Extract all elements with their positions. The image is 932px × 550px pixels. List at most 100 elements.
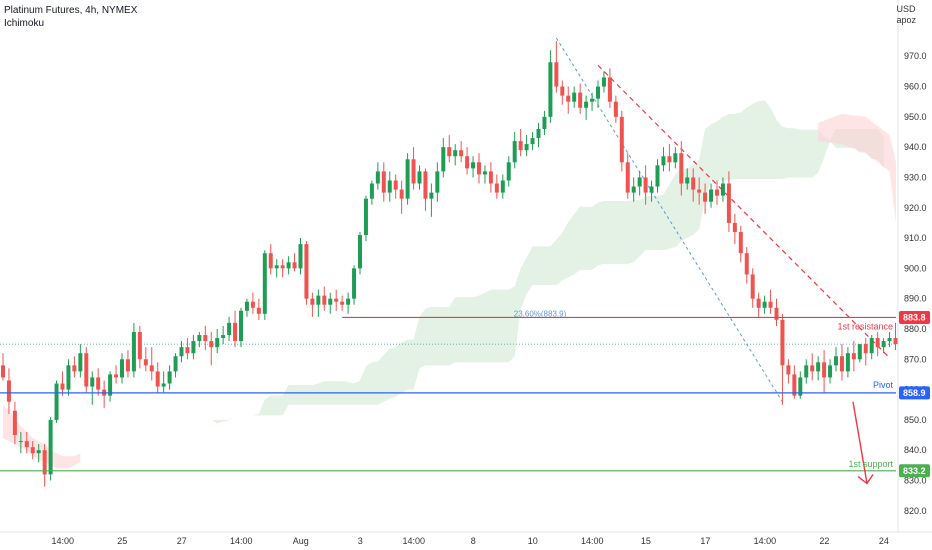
candle-body [869, 338, 874, 354]
candle [387, 171, 392, 202]
candle [750, 268, 755, 308]
trend-drawings [555, 37, 889, 402]
key-levels [0, 316, 896, 472]
candle [346, 292, 351, 314]
candle [125, 350, 130, 378]
candle-body [363, 198, 368, 236]
candle-body [72, 365, 77, 372]
candle [857, 344, 862, 363]
time-tick-label: 27 [177, 536, 187, 546]
candle [316, 289, 321, 317]
candle-body [30, 447, 35, 454]
candle-body [280, 265, 285, 269]
candles [1, 41, 898, 487]
candle [274, 259, 279, 278]
candle-body [256, 307, 261, 314]
candle [185, 338, 190, 360]
candle [381, 162, 386, 202]
candle-body [816, 362, 821, 372]
candle-body [494, 183, 499, 193]
ichimoku-cloud [3, 100, 896, 469]
fib-level-label: 23.60%(883.9) [514, 309, 567, 318]
price-unit: USD apoz [896, 4, 916, 26]
candle [268, 244, 273, 275]
candle-body [744, 253, 749, 275]
candle [262, 250, 267, 320]
candle-body [358, 235, 362, 269]
price-tick-label: 840.0 [904, 445, 927, 455]
candle [762, 295, 767, 314]
chart-header: Platinum Futures, 4h, NYMEX Ichimoku [4, 4, 137, 30]
candle-body [613, 101, 618, 117]
candle-body [197, 335, 202, 342]
candle [655, 159, 660, 193]
candle [786, 359, 791, 384]
candle [828, 359, 833, 384]
candle [625, 153, 630, 199]
candle [429, 183, 434, 217]
candle-body [429, 192, 434, 199]
candle-body [453, 150, 458, 157]
candle-body [185, 347, 190, 354]
candle [488, 162, 493, 193]
candle-body [548, 62, 553, 117]
candle [810, 353, 815, 381]
annotations [852, 401, 874, 485]
candle-body [209, 341, 214, 348]
candle-body [786, 365, 791, 375]
candle [137, 325, 142, 369]
candle-body [780, 319, 785, 366]
price-tick-label: 820.0 [904, 506, 927, 516]
currency-label: USD [896, 4, 916, 14]
candle-body [36, 450, 41, 454]
candle-body [625, 162, 630, 193]
candle [869, 335, 874, 360]
candle [732, 213, 737, 245]
time-tick-label: 22 [819, 536, 829, 546]
candle-body [334, 298, 339, 302]
candle-body [286, 262, 291, 269]
candle [340, 295, 345, 311]
candle-body [340, 301, 345, 305]
candle [679, 141, 684, 196]
candle [619, 110, 624, 172]
time-tick-label: 14:00 [403, 536, 426, 546]
candle-body [167, 371, 172, 384]
candle [596, 80, 600, 108]
price-axis-bg [898, 0, 932, 550]
pivot-price-value: 858.9 [903, 388, 926, 398]
candle-body [637, 177, 642, 187]
candle [310, 292, 315, 317]
candle-body [405, 159, 410, 199]
candle-body [673, 153, 678, 163]
candle [691, 168, 696, 202]
candle [191, 335, 196, 360]
candle [54, 380, 59, 423]
candle [459, 141, 464, 163]
candle [84, 347, 89, 393]
candle-body [346, 298, 351, 305]
candle [893, 322, 898, 351]
candle [96, 368, 101, 396]
candle [471, 156, 476, 178]
candle-body [631, 186, 636, 193]
candle-body [292, 262, 297, 269]
projection-arrow-head [857, 474, 874, 485]
candle-body [857, 344, 862, 360]
candle [709, 183, 714, 208]
candle-body [679, 153, 684, 184]
candle [774, 298, 779, 326]
candle [328, 292, 333, 314]
candle [518, 128, 523, 157]
candle-body [655, 165, 660, 187]
candle [494, 174, 499, 199]
candle [352, 265, 357, 305]
candle [578, 83, 583, 114]
candle-body [399, 189, 404, 199]
candle-body [60, 383, 65, 390]
candle-body [143, 359, 148, 366]
candle-body [709, 189, 714, 202]
candle [441, 138, 446, 178]
candle [393, 174, 398, 199]
